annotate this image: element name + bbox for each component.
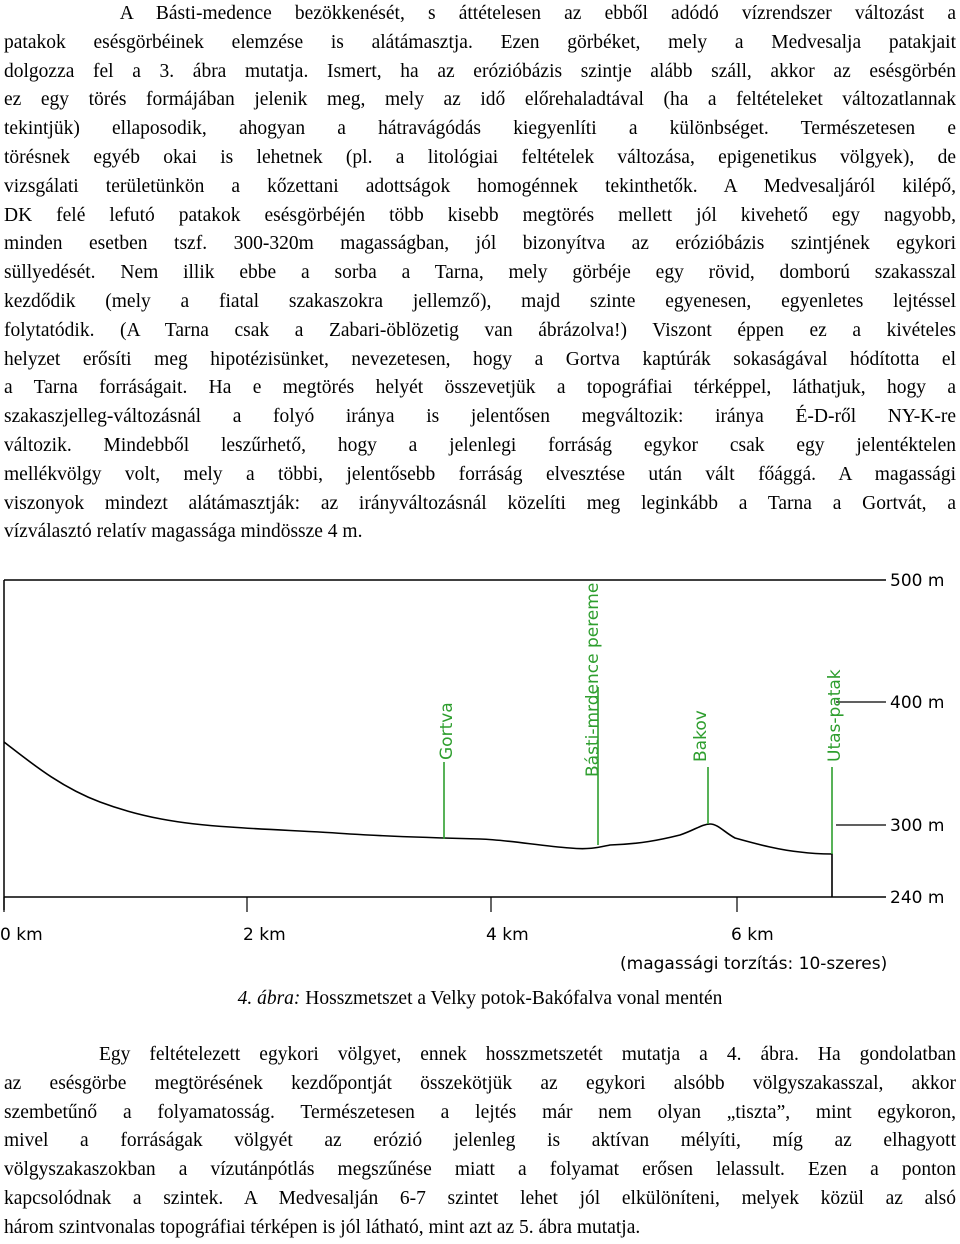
text-line: ez egy törés formájában jelenik meg, mel…: [4, 89, 956, 111]
text-line: mellékvölgy volt, mely a többi, jelentős…: [4, 463, 956, 485]
text-line: a Tarna forráságait. Ha e megtörés helyé…: [4, 377, 956, 399]
caption-number: 4. ábra:: [237, 988, 301, 1009]
text-line: dolgozza fel a 3. ábra mutatja. Ismert, …: [4, 60, 956, 82]
distortion-note: (magassági torzítás: 10-szeres): [620, 954, 887, 974]
text-line: törésnek egyéb okai is lehetnek (pl. a l…: [4, 146, 956, 168]
text-line: változik. Mindebből leszűrhető, hogy a j…: [4, 434, 956, 456]
text-line: folytatódik. (A Tarna csak a Zabari-öblö…: [4, 319, 956, 341]
longitudinal-profile-figure: Gortva Básti-mrdence pereme Bakov Utas-p…: [0, 562, 960, 982]
gortva-label: Gortva: [437, 702, 457, 760]
text-line: vizsgálati területünkön a kőzettani adot…: [4, 175, 956, 197]
basti-label: Básti-mrdence pereme: [583, 583, 603, 777]
text-line: viszonyok mindezt alátámasztják: az irán…: [4, 492, 956, 514]
text-line: szembetűnő a folyamatosság. Természetese…: [4, 1101, 956, 1123]
paragraph-2: Egy feltételezett egykori völgyet, ennek…: [4, 1041, 956, 1243]
y-label-400: 400 m: [890, 693, 944, 713]
text-line: vízválasztó relatív magassága mindössze …: [4, 521, 363, 543]
utas-label: Utas-patak: [825, 669, 845, 762]
x-label-0: 0 km: [0, 925, 43, 945]
paragraph-1: A Básti-medence bezökkenését, s áttétele…: [4, 0, 956, 547]
text-line: süllyedését. Nem illik ebbe a sorba a Ta…: [4, 262, 956, 284]
figure-caption: 4. ábra: Hosszmetszet a Velky potok-Bakó…: [0, 985, 960, 1013]
text-line: A Básti-medence bezökkenését, s áttétele…: [4, 3, 956, 24]
text-line: Egy feltételezett egykori völgyet, ennek…: [4, 1044, 956, 1065]
bakov-label: Bakov: [691, 710, 711, 762]
y-label-240: 240 m: [890, 888, 944, 908]
text-line: három szintvonalas topográfiai térképen …: [4, 1216, 641, 1238]
text-line: az esésgörbe megtörésének kezdőpontját ö…: [4, 1072, 956, 1094]
caption-text: Hosszmetszet a Velky potok-Bakófalva von…: [300, 988, 723, 1009]
x-label-4: 4 km: [486, 925, 529, 945]
text-line: kapcsolódnak a szintek. A Medvesalján 6-…: [4, 1187, 956, 1209]
y-label-300: 300 m: [890, 816, 944, 836]
x-label-6: 6 km: [731, 925, 774, 945]
text-line: minden esetben tszf. 300-320m magasságba…: [4, 233, 956, 255]
text-line: völgyszakaszokban a vízutánpótlás megszű…: [4, 1159, 956, 1181]
x-label-2: 2 km: [243, 925, 286, 945]
text-line: patakok esésgörbéinek elemzése is alátám…: [4, 31, 956, 53]
text-line: mivel a forráságak völgyét az erózió jel…: [4, 1130, 956, 1152]
text-line: szakaszjelleg-változásnál a folyó iránya…: [4, 406, 956, 428]
y-label-500: 500 m: [890, 571, 944, 591]
profile-curve: [3, 741, 833, 897]
text-line: DK felé lefutó patakok esésgörbéjén több…: [4, 204, 956, 226]
text-line: helyzet erősíti meg hipotézisünket, neve…: [4, 348, 956, 370]
text-line: kezdődik (mely a fiatal szakaszokra jell…: [4, 290, 956, 312]
text-line: tekintjük) ellaposodik, ahogyan a hátrav…: [4, 118, 956, 140]
